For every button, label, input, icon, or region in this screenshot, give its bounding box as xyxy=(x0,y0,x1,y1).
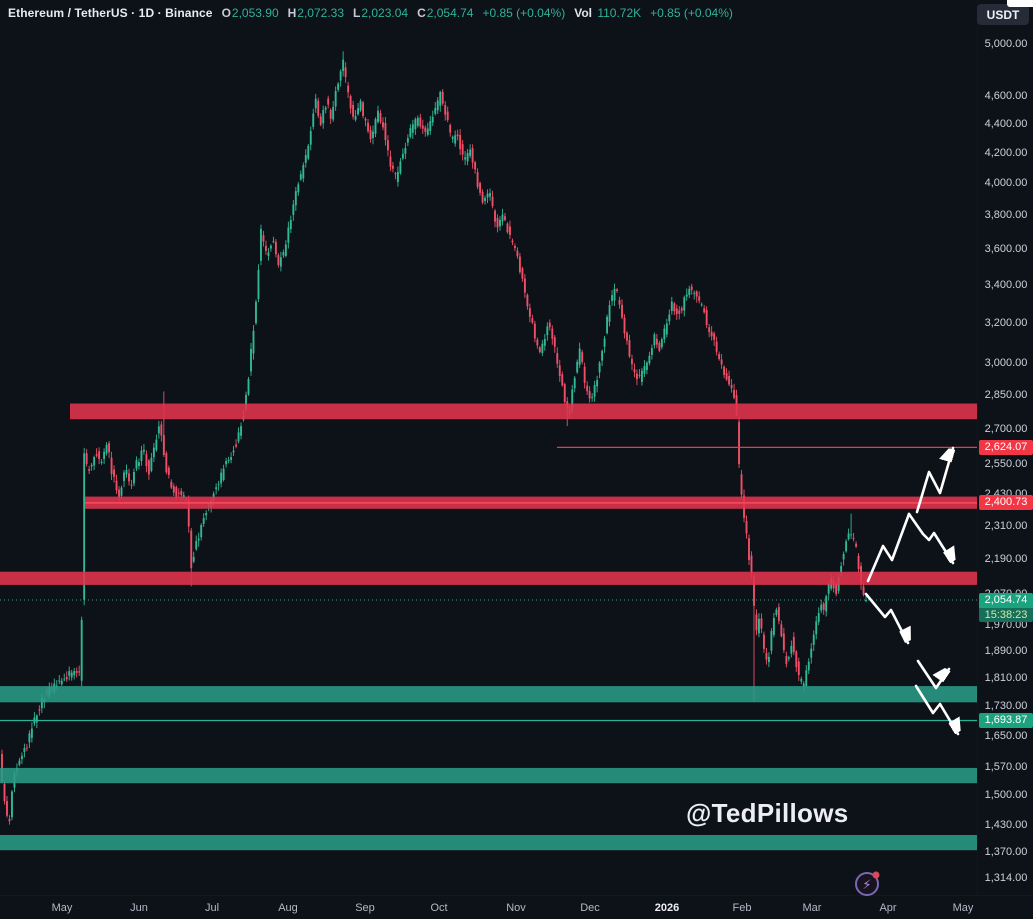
price-tick-label: 1,970.00 xyxy=(984,619,1028,632)
price-tick-label: 1,500.00 xyxy=(984,789,1028,802)
price-level-lines[interactable] xyxy=(0,446,977,722)
ohlc-open: O 2,053.90 xyxy=(221,6,279,20)
support-price-marker: 1,693.87 xyxy=(979,713,1033,729)
price-tick-label: 2,190.00 xyxy=(984,553,1028,566)
price-tick-label: 4,600.00 xyxy=(984,90,1028,103)
resistance-price-marker: 2,624.07 xyxy=(979,439,1033,455)
time-tick-label: May xyxy=(51,902,73,914)
price-tick-label: 1,810.00 xyxy=(984,672,1028,685)
arrow-breakout-up[interactable] xyxy=(915,448,953,514)
time-tick-label: May xyxy=(952,902,974,914)
price-tick-label: 3,600.00 xyxy=(984,243,1028,255)
price-tick-label: 2,310.00 xyxy=(984,519,1028,532)
volume-change: +0.85 (+0.04%) xyxy=(650,6,733,20)
price-tick-label: 3,800.00 xyxy=(984,209,1028,222)
price-tick-label: 4,400.00 xyxy=(984,117,1028,130)
price-axis[interactable]: 5,000.00 4,600.00 4,400.00 4,200.00 4,000.00… xyxy=(977,0,1033,895)
resistance-price-marker: 2,400.73 xyxy=(979,495,1033,511)
price-change: +0.85 (+0.04%) xyxy=(482,6,566,20)
price-tick-label: 1,314.00 xyxy=(984,872,1028,884)
support-zone[interactable] xyxy=(0,686,977,703)
price-tick-label: 1,370.00 xyxy=(984,845,1028,858)
price-tick-label: 1,650.00 xyxy=(984,729,1028,742)
supply-demand-zones[interactable] xyxy=(0,403,977,851)
flash-icon: ⚡ xyxy=(855,871,880,896)
projection-arrows[interactable] xyxy=(864,448,958,736)
price-tick-label: 1,890.00 xyxy=(984,645,1028,658)
top-right-white-fragment xyxy=(1007,0,1033,7)
candle-countdown: 15:38:23 xyxy=(979,607,1033,622)
arrow-drop-two[interactable] xyxy=(914,684,958,736)
time-tick-label: 2026 xyxy=(654,902,680,914)
time-tick-label: Apr xyxy=(879,902,897,914)
author-watermark: @TedPillows xyxy=(686,798,849,828)
price-tick-label: 3,000.00 xyxy=(984,356,1028,369)
time-tick-label: Jul xyxy=(204,902,220,914)
last-price-marker: 2,054.74 xyxy=(979,592,1033,608)
price-tick-label: 2,850.00 xyxy=(984,388,1028,401)
arrow-bounce-up[interactable] xyxy=(916,659,949,690)
symbol-title: Ethereum / TetherUS · 1D · Binance xyxy=(8,6,213,20)
volume: Vol 110.72K xyxy=(574,6,642,20)
time-axis[interactable]: May Jun Jul Aug Sep Oct Nov Dec 2026 Feb Mar Apr May xyxy=(0,895,1033,919)
support-zone[interactable] xyxy=(0,834,977,851)
time-tick-label: Nov xyxy=(506,902,526,914)
currency-toggle-button[interactable]: USDT xyxy=(977,4,1029,25)
resistance-zone[interactable] xyxy=(70,403,977,420)
arrow-drop-one[interactable] xyxy=(864,592,908,645)
price-tick-label: 4,200.00 xyxy=(984,146,1028,159)
resistance-zone[interactable] xyxy=(0,571,977,585)
price-tick-label: 1,570.00 xyxy=(984,760,1028,773)
arrow-rally-leg[interactable] xyxy=(866,512,911,583)
price-tick-label: 2,700.00 xyxy=(984,422,1028,435)
time-tick-label: Feb xyxy=(732,902,752,914)
price-tick-label: 3,400.00 xyxy=(984,278,1028,291)
svg-text:⚡: ⚡ xyxy=(862,878,871,893)
time-tick-label: Aug xyxy=(278,902,298,914)
ohlc-high: H 2,072.33 xyxy=(287,6,345,20)
time-tick-label: Oct xyxy=(430,902,448,914)
candles xyxy=(1,51,867,825)
arrow-reject-down[interactable] xyxy=(907,512,953,565)
price-tick-label: 1,430.00 xyxy=(984,819,1028,832)
price-tick-label: 2,550.00 xyxy=(984,458,1028,471)
ohlc-low: L 2,023.04 xyxy=(353,6,409,20)
support-zone[interactable] xyxy=(0,767,977,784)
time-tick-label: Sep xyxy=(355,902,375,914)
flash-boost-button[interactable]: ⚡ xyxy=(851,868,883,900)
price-tick-label: 4,000.00 xyxy=(984,177,1028,190)
ohlc-close: C 2,054.74 xyxy=(417,6,474,20)
time-tick-label: Jun xyxy=(130,902,148,914)
notification-dot xyxy=(872,871,880,879)
price-tick-label: 3,200.00 xyxy=(984,316,1028,329)
symbol-header: Ethereum / TetherUS · 1D · Binance O 2,05… xyxy=(8,6,733,20)
price-tick-label: 5,000.00 xyxy=(984,38,1028,50)
price-tick-label: 1,730.00 xyxy=(984,700,1028,713)
time-tick-label: Mar xyxy=(802,902,822,914)
time-tick-label: Dec xyxy=(580,902,600,914)
